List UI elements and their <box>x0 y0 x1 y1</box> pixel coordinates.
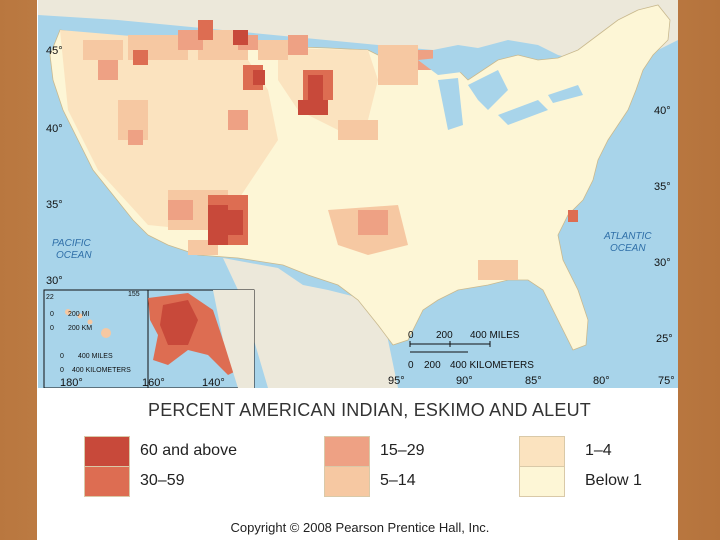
svg-text:200: 200 <box>436 330 453 341</box>
hawaii-islands <box>65 309 111 338</box>
alaska-scale: 0 400 MILES 0 400 KILOMETERS 180° 160° 1… <box>60 353 225 388</box>
lon-85-label: 85° <box>525 375 542 387</box>
legend-swatch-30-59 <box>84 466 130 497</box>
svg-text:0: 0 <box>60 367 64 374</box>
main-scale-bar: 0 200 400 MILES 0 200 400 KILOMETERS <box>408 330 534 371</box>
legend-swatch-1-4 <box>519 436 565 467</box>
lon-80-label: 80° <box>593 375 610 387</box>
hawaii-scale: 22 155 0 200 MI 0 200 KM <box>46 291 140 332</box>
lat-25-label: 25° <box>656 333 673 345</box>
svg-text:0: 0 <box>60 353 64 360</box>
lat-45-label: 45° <box>46 45 63 57</box>
svg-text:0: 0 <box>50 325 54 332</box>
lat-40-east-label: 40° <box>654 105 671 117</box>
svg-text:140°: 140° <box>202 377 225 388</box>
mexico-land <box>223 258 398 388</box>
svg-text:400 MILES: 400 MILES <box>470 330 520 341</box>
canada-inset <box>213 290 254 388</box>
legend-label-60-plus: 60 and above <box>140 442 237 459</box>
svg-text:160°: 160° <box>142 377 165 388</box>
legend-title: PERCENT AMERICAN INDIAN, ESKIMO AND ALEU… <box>148 400 591 420</box>
svg-text:400 MILES: 400 MILES <box>78 353 113 360</box>
alaska-core <box>160 300 198 345</box>
lat-30-east-label: 30° <box>654 257 671 269</box>
legend-label-5-14: 5–14 <box>380 472 416 489</box>
atlantic-ocean-label-1: ATLANTIC <box>603 231 652 242</box>
legend-swatch-15-29 <box>324 436 370 467</box>
great-lakes <box>418 55 583 130</box>
svg-text:22: 22 <box>46 294 54 301</box>
map-svg: 45° 40° 35° 30° 40° 35° 30° 25° 95° 90° … <box>38 0 678 388</box>
lon-90-label: 90° <box>456 375 473 387</box>
svg-text:0: 0 <box>408 330 414 341</box>
svg-text:400 KILOMETERS: 400 KILOMETERS <box>72 367 131 374</box>
legend-swatch-5-14 <box>324 466 370 497</box>
legend: 60 and above 30–59 15–29 5–14 1–4 Below … <box>84 436 644 497</box>
lat-35-label: 35° <box>46 199 63 211</box>
lat-30-label: 30° <box>46 275 63 287</box>
svg-text:0: 0 <box>408 360 414 371</box>
svg-text:200: 200 <box>424 360 441 371</box>
svg-text:0: 0 <box>50 311 54 318</box>
legend-label-30-59: 30–59 <box>140 472 185 489</box>
inset-divider <box>44 289 149 388</box>
lon-95-label: 95° <box>388 375 405 387</box>
patches-60-plus <box>208 30 328 245</box>
lat-35-east-label: 35° <box>654 181 671 193</box>
legend-label-below-1: Below 1 <box>585 472 642 489</box>
svg-text:180°: 180° <box>60 377 83 388</box>
svg-text:155: 155 <box>128 291 140 298</box>
copyright-notice: Copyright © 2008 Pearson Prentice Hall, … <box>230 520 490 535</box>
legend-swatch-below-1 <box>519 466 565 497</box>
legend-swatch-60-plus <box>84 436 130 467</box>
pacific-ocean-label-2: OCEAN <box>56 250 92 261</box>
atlantic-ocean-label-2: OCEAN <box>610 243 646 254</box>
lon-75-label: 75° <box>658 375 675 387</box>
us-map: 45° 40° 35° 30° 40° 35° 30° 25° 95° 90° … <box>38 0 678 388</box>
svg-text:200 MI: 200 MI <box>68 311 89 318</box>
lat-40-label: 40° <box>46 123 63 135</box>
legend-label-15-29: 15–29 <box>380 442 425 459</box>
legend-label-1-4: 1–4 <box>585 442 612 459</box>
svg-text:200 KM: 200 KM <box>68 325 92 332</box>
svg-text:400 KILOMETERS: 400 KILOMETERS <box>450 360 534 371</box>
pacific-ocean-label-1: PACIFIC <box>52 238 91 249</box>
